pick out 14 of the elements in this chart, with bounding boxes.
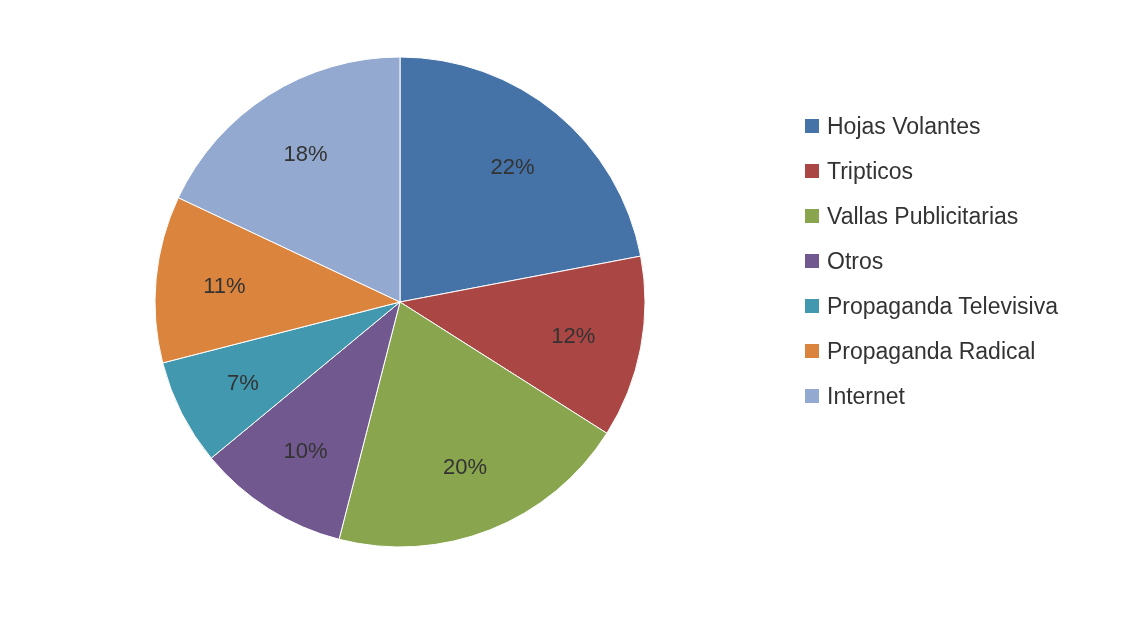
legend-label: Propaganda Radical: [827, 338, 1036, 364]
legend-label: Vallas Publicitarias: [827, 203, 1019, 229]
legend-label: Tripticos: [827, 158, 914, 184]
data-label: 20%: [442, 453, 487, 479]
data-label: 12%: [551, 322, 596, 348]
data-label: 10%: [283, 438, 328, 464]
legend-label: Hojas Volantes: [827, 113, 981, 139]
legend-label: Propaganda Televisiva: [827, 293, 1059, 319]
data-label: 11%: [203, 272, 246, 298]
legend-label: Otros: [827, 248, 884, 274]
data-label: 7%: [226, 369, 259, 395]
data-label: 18%: [283, 140, 328, 166]
legend-label: Internet: [827, 383, 906, 409]
data-label: 22%: [490, 153, 535, 179]
